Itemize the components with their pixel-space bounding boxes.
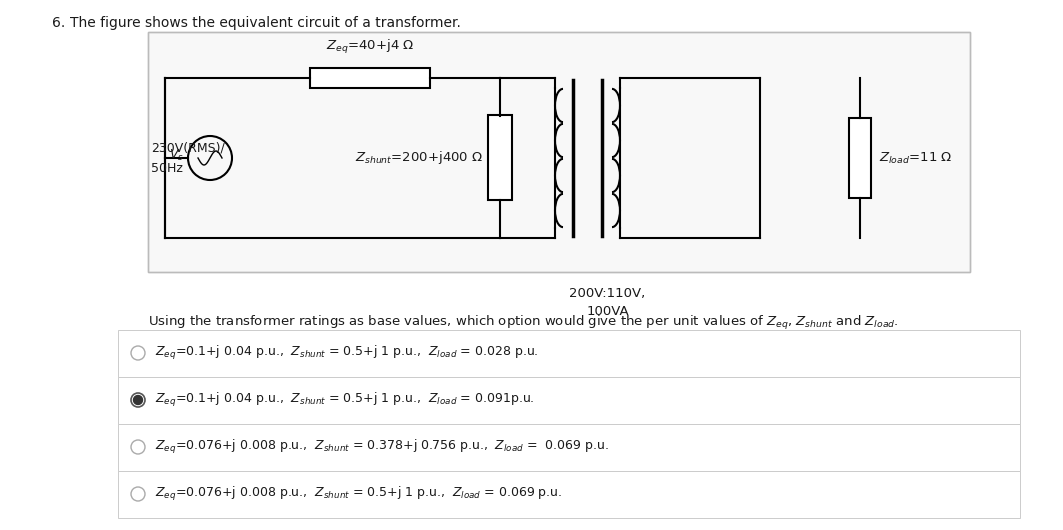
Text: $Z_{load}$=11 Ω: $Z_{load}$=11 Ω [879,151,952,165]
Bar [488,115,512,200]
Text: The figure shows the equivalent circuit of a transformer.: The figure shows the equivalent circuit … [70,16,461,30]
Bar [148,32,971,272]
Text: 50Hz: 50Hz [151,162,183,174]
Text: Using the transformer ratings as base values, which option would give the per un: Using the transformer ratings as base va… [148,314,898,332]
Bar [118,330,1020,377]
Circle shape [134,395,142,404]
Text: 200V:110V,
100VA: 200V:110V, 100VA [570,287,645,318]
Text: $Z_{eq}$=0.1+j 0.04 p.u.,  $Z_{shunt}$ = 0.5+j 1 p.u.,  $Z_{load}$ = 0.028 p.u.: $Z_{eq}$=0.1+j 0.04 p.u., $Z_{shunt}$ = … [155,344,539,362]
Bar [118,471,1020,518]
Text: 6.: 6. [52,16,65,30]
Bar [310,68,431,88]
Bar [849,118,871,198]
Bar [118,377,1020,424]
Text: $Z_{shunt}$=200+j400 Ω: $Z_{shunt}$=200+j400 Ω [355,149,483,166]
Bar [148,32,971,272]
Text: $Z_{eq}$=0.076+j 0.008 p.u.,  $Z_{shunt}$ = 0.378+j 0.756 p.u.,  $Z_{load}$ =  0: $Z_{eq}$=0.076+j 0.008 p.u., $Z_{shunt}$… [155,438,609,456]
Bar [118,424,1020,471]
Text: 230V(RMS)/: 230V(RMS)/ [151,142,224,155]
Text: $Z_{eq}$=0.076+j 0.008 p.u.,  $Z_{shunt}$ = 0.5+j 1 p.u.,  $Z_{load}$ = 0.069 p.: $Z_{eq}$=0.076+j 0.008 p.u., $Z_{shunt}$… [155,485,562,503]
Text: $Z_{eq}$=0.1+j 0.04 p.u.,  $Z_{shunt}$ = 0.5+j 1 p.u.,  $Z_{load}$ = 0.091p.u.: $Z_{eq}$=0.1+j 0.04 p.u., $Z_{shunt}$ = … [155,391,535,409]
Text: $Z_{eq}$=40+j4 Ω: $Z_{eq}$=40+j4 Ω [326,38,415,56]
Text: $V_s$: $V_s$ [169,147,184,163]
